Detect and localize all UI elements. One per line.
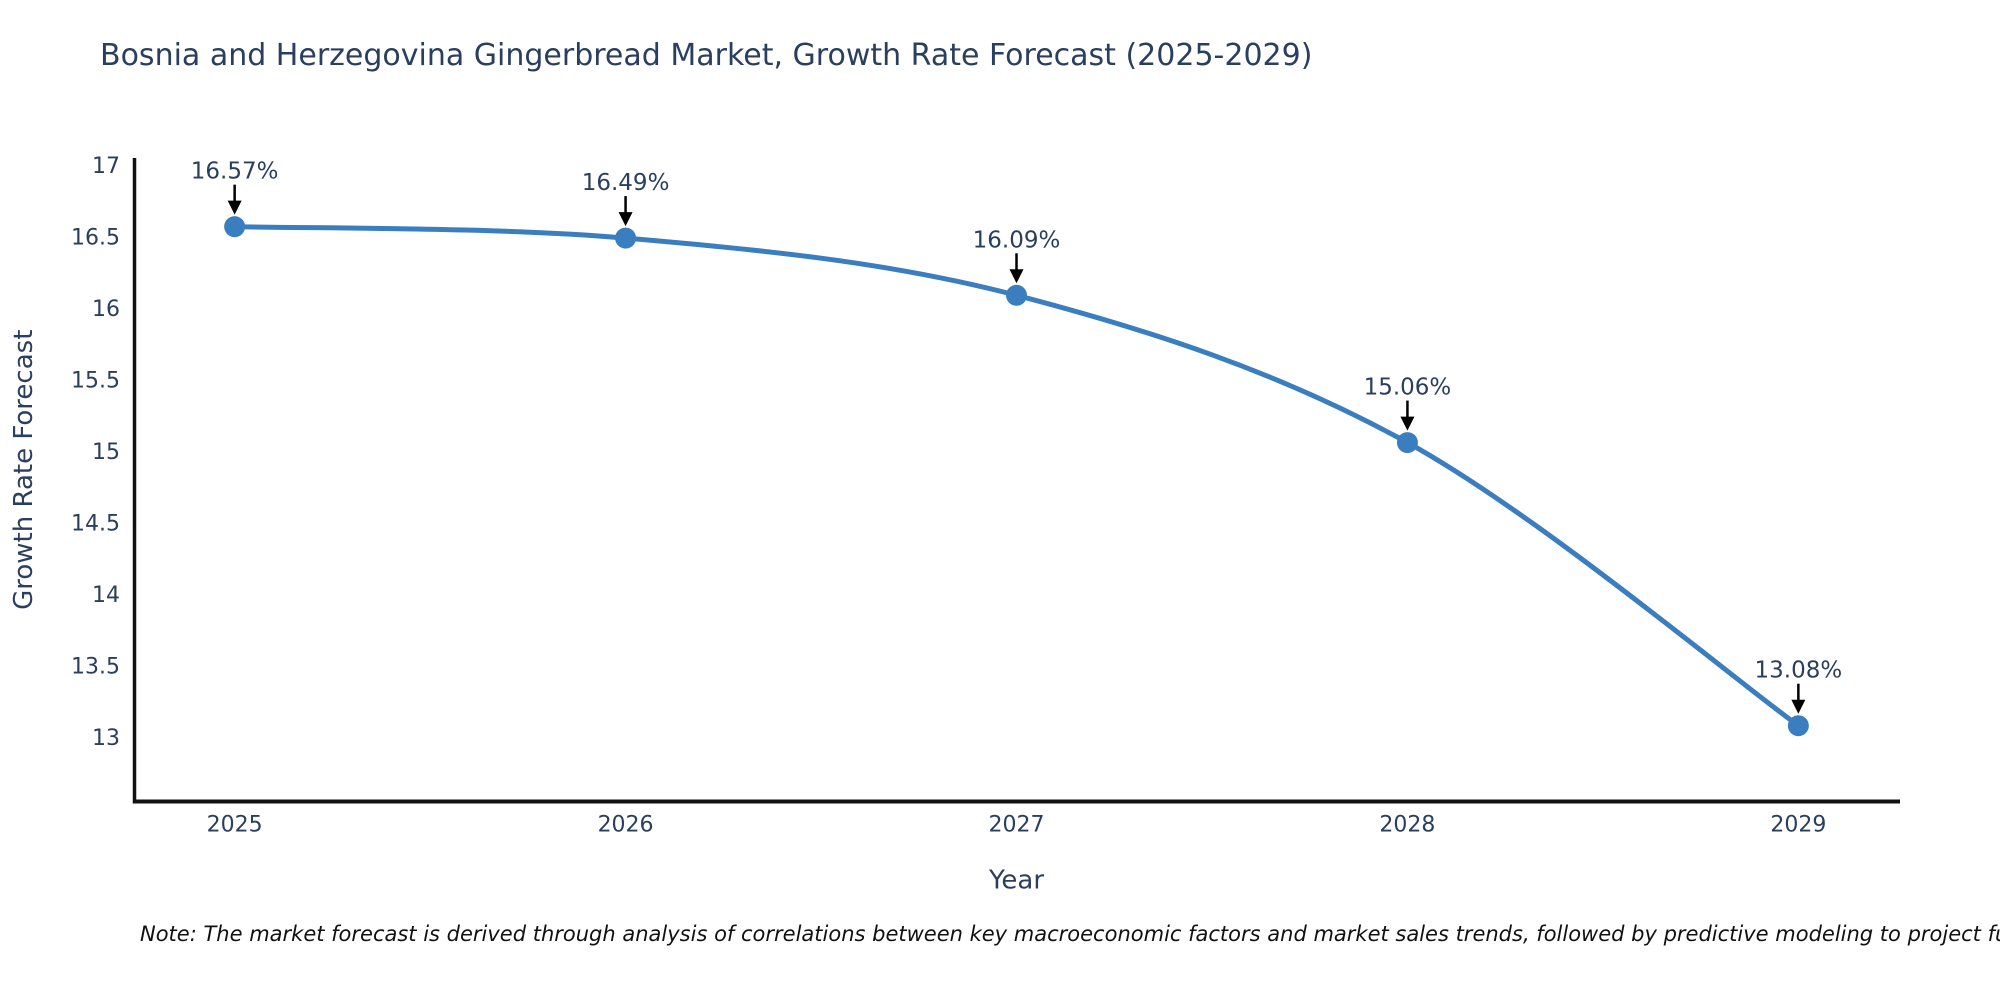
point-annotation: 16.57% bbox=[191, 159, 279, 185]
point-annotation: 15.06% bbox=[1364, 375, 1452, 401]
x-tick-label: 2028 bbox=[1379, 813, 1435, 838]
y-tick-label: 13.5 bbox=[71, 655, 120, 680]
annotation-arrowhead bbox=[1791, 699, 1806, 714]
y-tick-label: 17 bbox=[92, 154, 120, 179]
point-annotation: 13.08% bbox=[1755, 658, 1843, 684]
chart-line bbox=[232, 224, 1801, 729]
x-tick-label: 2029 bbox=[1770, 813, 1826, 838]
data-point-2028 bbox=[1396, 432, 1418, 454]
annotation-arrowhead bbox=[618, 212, 633, 227]
y-tick-label: 15.5 bbox=[71, 369, 120, 394]
point-annotation: 16.09% bbox=[973, 227, 1061, 253]
x-axis-title: Year bbox=[988, 866, 1044, 896]
chart-footnote: Note: The market forecast is derived thr… bbox=[140, 922, 2000, 946]
annotation-arrowhead bbox=[227, 200, 242, 215]
y-tick-label: 15 bbox=[92, 440, 120, 465]
annotation-arrowhead bbox=[1400, 416, 1415, 431]
y-tick-label: 14.5 bbox=[71, 512, 120, 537]
y-tick-label: 13 bbox=[92, 726, 120, 751]
data-point-2029 bbox=[1787, 715, 1809, 737]
y-axis-title: Growth Rate Forecast bbox=[9, 330, 39, 610]
data-point-2026 bbox=[615, 227, 637, 249]
y-tick-label: 14 bbox=[92, 583, 120, 608]
point-annotation: 16.49% bbox=[582, 170, 670, 196]
y-tick-label: 16.5 bbox=[71, 226, 120, 251]
y-tick-label: 16 bbox=[92, 297, 120, 322]
x-tick-label: 2025 bbox=[207, 813, 263, 838]
x-tick-label: 2026 bbox=[598, 813, 654, 838]
annotation-arrowhead bbox=[1009, 269, 1024, 284]
data-point-2025 bbox=[224, 216, 246, 238]
data-point-2027 bbox=[1006, 284, 1027, 306]
x-tick-label: 2027 bbox=[989, 813, 1045, 838]
chart-title: Bosnia and Herzegovina Gingerbread Marke… bbox=[100, 38, 1313, 73]
